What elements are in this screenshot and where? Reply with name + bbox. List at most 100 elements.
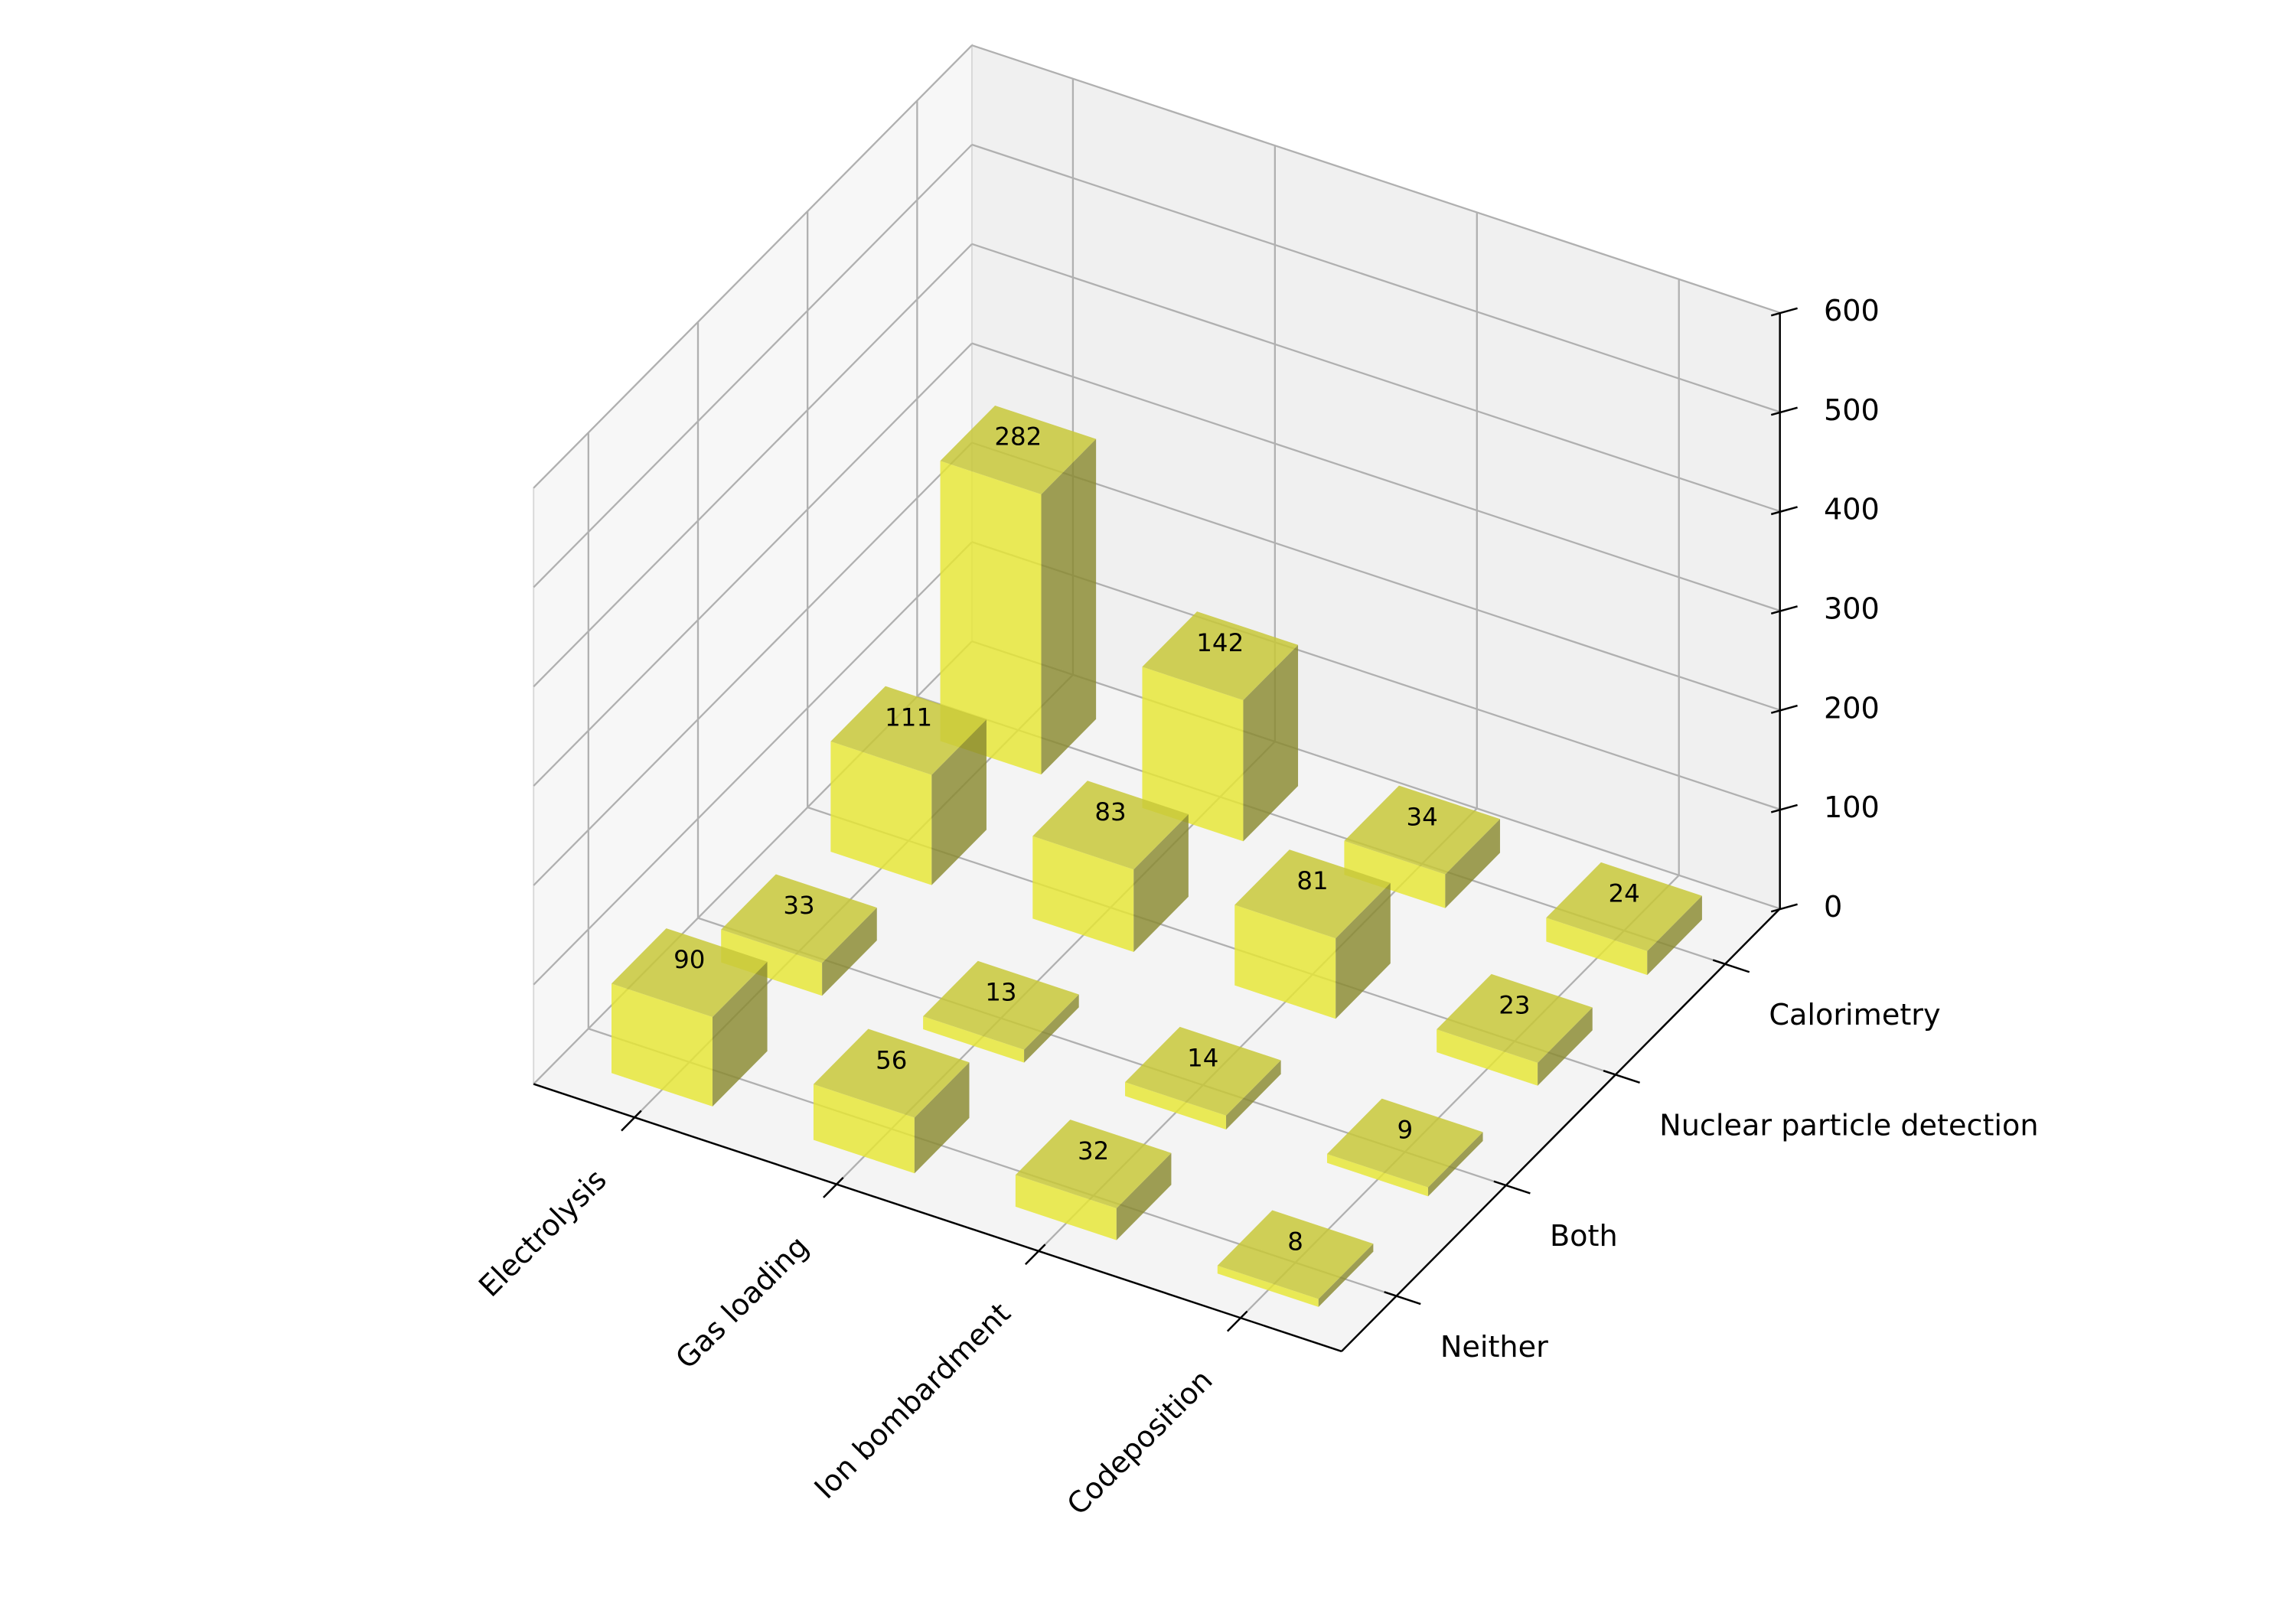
z-tick	[1770, 804, 1798, 813]
bar-side	[1538, 1007, 1593, 1086]
grid-line	[971, 44, 1781, 314]
y-tick	[1493, 1180, 1531, 1195]
bar-front	[940, 461, 1042, 775]
grid-line	[971, 342, 1781, 612]
grid-line	[533, 342, 973, 787]
z-tick-label: 400	[1824, 494, 1880, 527]
x-tick	[1024, 1244, 1046, 1266]
value-label: 33	[783, 891, 814, 920]
value-label: 32	[1078, 1136, 1109, 1165]
value-label: 83	[1094, 797, 1126, 826]
z-tick-label: 600	[1824, 295, 1880, 328]
bar-top	[1344, 785, 1500, 875]
bar-front	[612, 983, 713, 1107]
bar-top	[1125, 1026, 1281, 1116]
z-tick	[1770, 903, 1798, 913]
bar-side	[1116, 1152, 1172, 1240]
grid-line	[533, 144, 973, 588]
grid-line	[971, 143, 1781, 413]
bar-top	[1015, 1120, 1172, 1209]
grid-line	[971, 442, 1781, 711]
z-tick-label: 100	[1824, 791, 1880, 825]
bar-side	[822, 908, 877, 996]
y-tick-label: Nuclear particle detection	[1659, 1110, 2038, 1143]
z-tick	[1770, 704, 1798, 714]
z-tick-label: 500	[1824, 394, 1880, 428]
grid-line	[971, 641, 1781, 910]
bar-front	[1032, 836, 1134, 953]
y-tick-label: Neither	[1440, 1331, 1548, 1364]
bar-front	[830, 741, 932, 885]
x-tick-label: Ion bombardment	[808, 1297, 1017, 1506]
grid-line	[533, 44, 973, 489]
value-label: 23	[1499, 991, 1530, 1020]
z-tick	[1770, 406, 1798, 416]
value-label: 9	[1397, 1115, 1413, 1144]
grid-line	[971, 243, 1781, 513]
bar-top	[1032, 781, 1189, 870]
bar-front	[1437, 1029, 1538, 1086]
value-label: 90	[673, 945, 705, 974]
bar-side	[1427, 1132, 1483, 1197]
value-label: 14	[1187, 1044, 1218, 1073]
bar-top	[1217, 1210, 1374, 1299]
x-tick	[1226, 1310, 1248, 1332]
bar-front	[1344, 840, 1446, 908]
bar-top	[612, 928, 768, 1018]
bar-front	[1217, 1265, 1319, 1307]
bar-top	[1437, 973, 1593, 1063]
x-tick	[621, 1110, 642, 1132]
y-tick	[1712, 959, 1750, 973]
bar-side	[1243, 644, 1299, 842]
grid-line	[971, 541, 1781, 810]
z-tick	[1770, 605, 1798, 615]
bar-top	[1326, 1098, 1483, 1188]
bar-front	[1125, 1082, 1227, 1129]
z-tick-label: 0	[1824, 891, 1842, 924]
bar-side	[1445, 819, 1500, 908]
value-label: 282	[994, 422, 1042, 451]
value-label: 13	[985, 977, 1016, 1006]
value-label: 56	[876, 1045, 907, 1074]
bar-side	[1647, 895, 1702, 976]
z-tick	[1770, 506, 1798, 516]
bar-front	[1015, 1175, 1117, 1240]
bar-top	[813, 1028, 970, 1118]
value-label: 81	[1296, 866, 1328, 895]
value-label: 24	[1608, 879, 1639, 908]
z-tick-label: 300	[1824, 593, 1880, 627]
y-tick	[1384, 1291, 1421, 1305]
bar-side	[1318, 1244, 1374, 1307]
y-tick-label: Both	[1550, 1220, 1618, 1253]
bar-side	[1133, 813, 1189, 953]
bar-top	[1234, 849, 1391, 939]
bar-side	[1024, 994, 1079, 1063]
bar-top	[830, 686, 987, 775]
bar-side	[914, 1062, 970, 1174]
value-label: 8	[1287, 1227, 1303, 1256]
y-axis	[1341, 908, 1781, 1352]
x-tick-label: Electrolysis	[473, 1163, 614, 1304]
bar-front	[1326, 1153, 1428, 1197]
z-tick-label: 200	[1824, 692, 1880, 725]
bar-front	[923, 1016, 1025, 1063]
bar-front	[721, 929, 823, 996]
bar-side	[1041, 438, 1097, 775]
grid-line	[533, 541, 973, 986]
bar-front	[813, 1084, 915, 1174]
value-label: 142	[1196, 628, 1244, 657]
bar-front	[1142, 667, 1244, 842]
bar-top	[923, 960, 1079, 1050]
bar-side	[1336, 882, 1391, 1019]
x-tick-label: Codeposition	[1061, 1364, 1219, 1522]
y-tick-label: Calorimetry	[1769, 999, 1940, 1032]
x-tick-label: Gas loading	[670, 1230, 816, 1376]
y-tick	[1603, 1069, 1640, 1084]
value-label: 34	[1407, 802, 1438, 831]
bar-side	[931, 719, 987, 885]
z-tick	[1770, 307, 1798, 317]
bar-front	[1546, 918, 1648, 976]
value-label: 111	[885, 702, 932, 732]
bar-top	[1546, 862, 1702, 951]
